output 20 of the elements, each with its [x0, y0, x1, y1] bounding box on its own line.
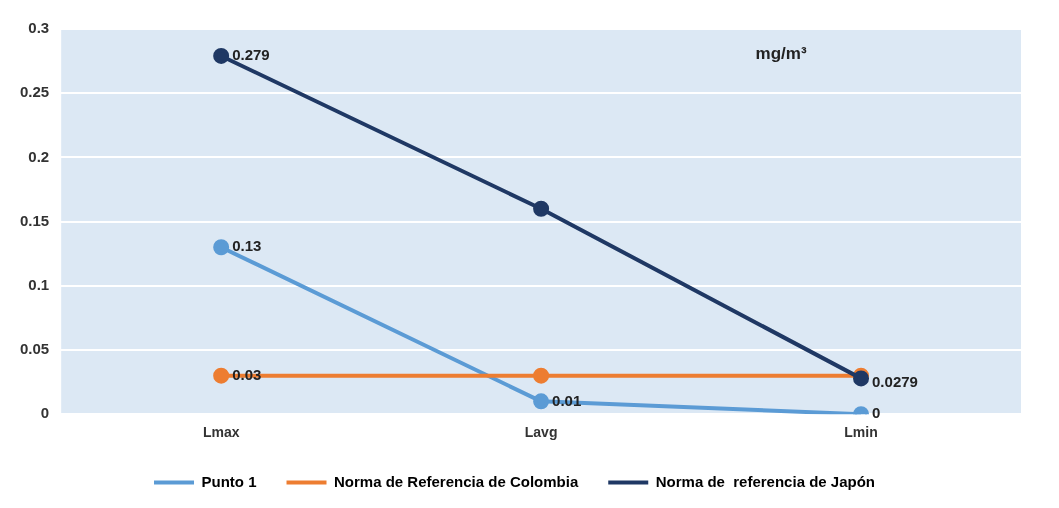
- data-label: 0: [872, 404, 881, 422]
- annotation: mg/m³: [755, 43, 807, 63]
- y-tick-label: 0.15: [19, 211, 50, 229]
- data-label: 0.279: [232, 46, 270, 64]
- y-tick-label: 0.05: [19, 340, 50, 358]
- data-label: 0.01: [552, 391, 582, 409]
- legend-label: Norma de Referencia de Colombia: [334, 472, 579, 490]
- legend-label: Norma de referencia de Japón: [655, 472, 875, 490]
- y-tick-label: 0.1: [28, 275, 50, 293]
- data-label: 0.03: [232, 365, 262, 383]
- data-label: 0.0279: [872, 372, 918, 390]
- y-tick-label: 0.2: [28, 147, 50, 165]
- x-tick-label: Lmin: [844, 424, 878, 441]
- legend-label: Punto 1: [201, 472, 257, 490]
- data-label: 0.13: [232, 237, 262, 255]
- x-tick-label: Lmax: [202, 424, 240, 441]
- y-tick-label: 0.25: [19, 83, 50, 101]
- y-tick-label: 0: [40, 404, 50, 422]
- x-tick-label: Lavg: [524, 424, 558, 441]
- y-tick-label: 0.3: [28, 19, 50, 37]
